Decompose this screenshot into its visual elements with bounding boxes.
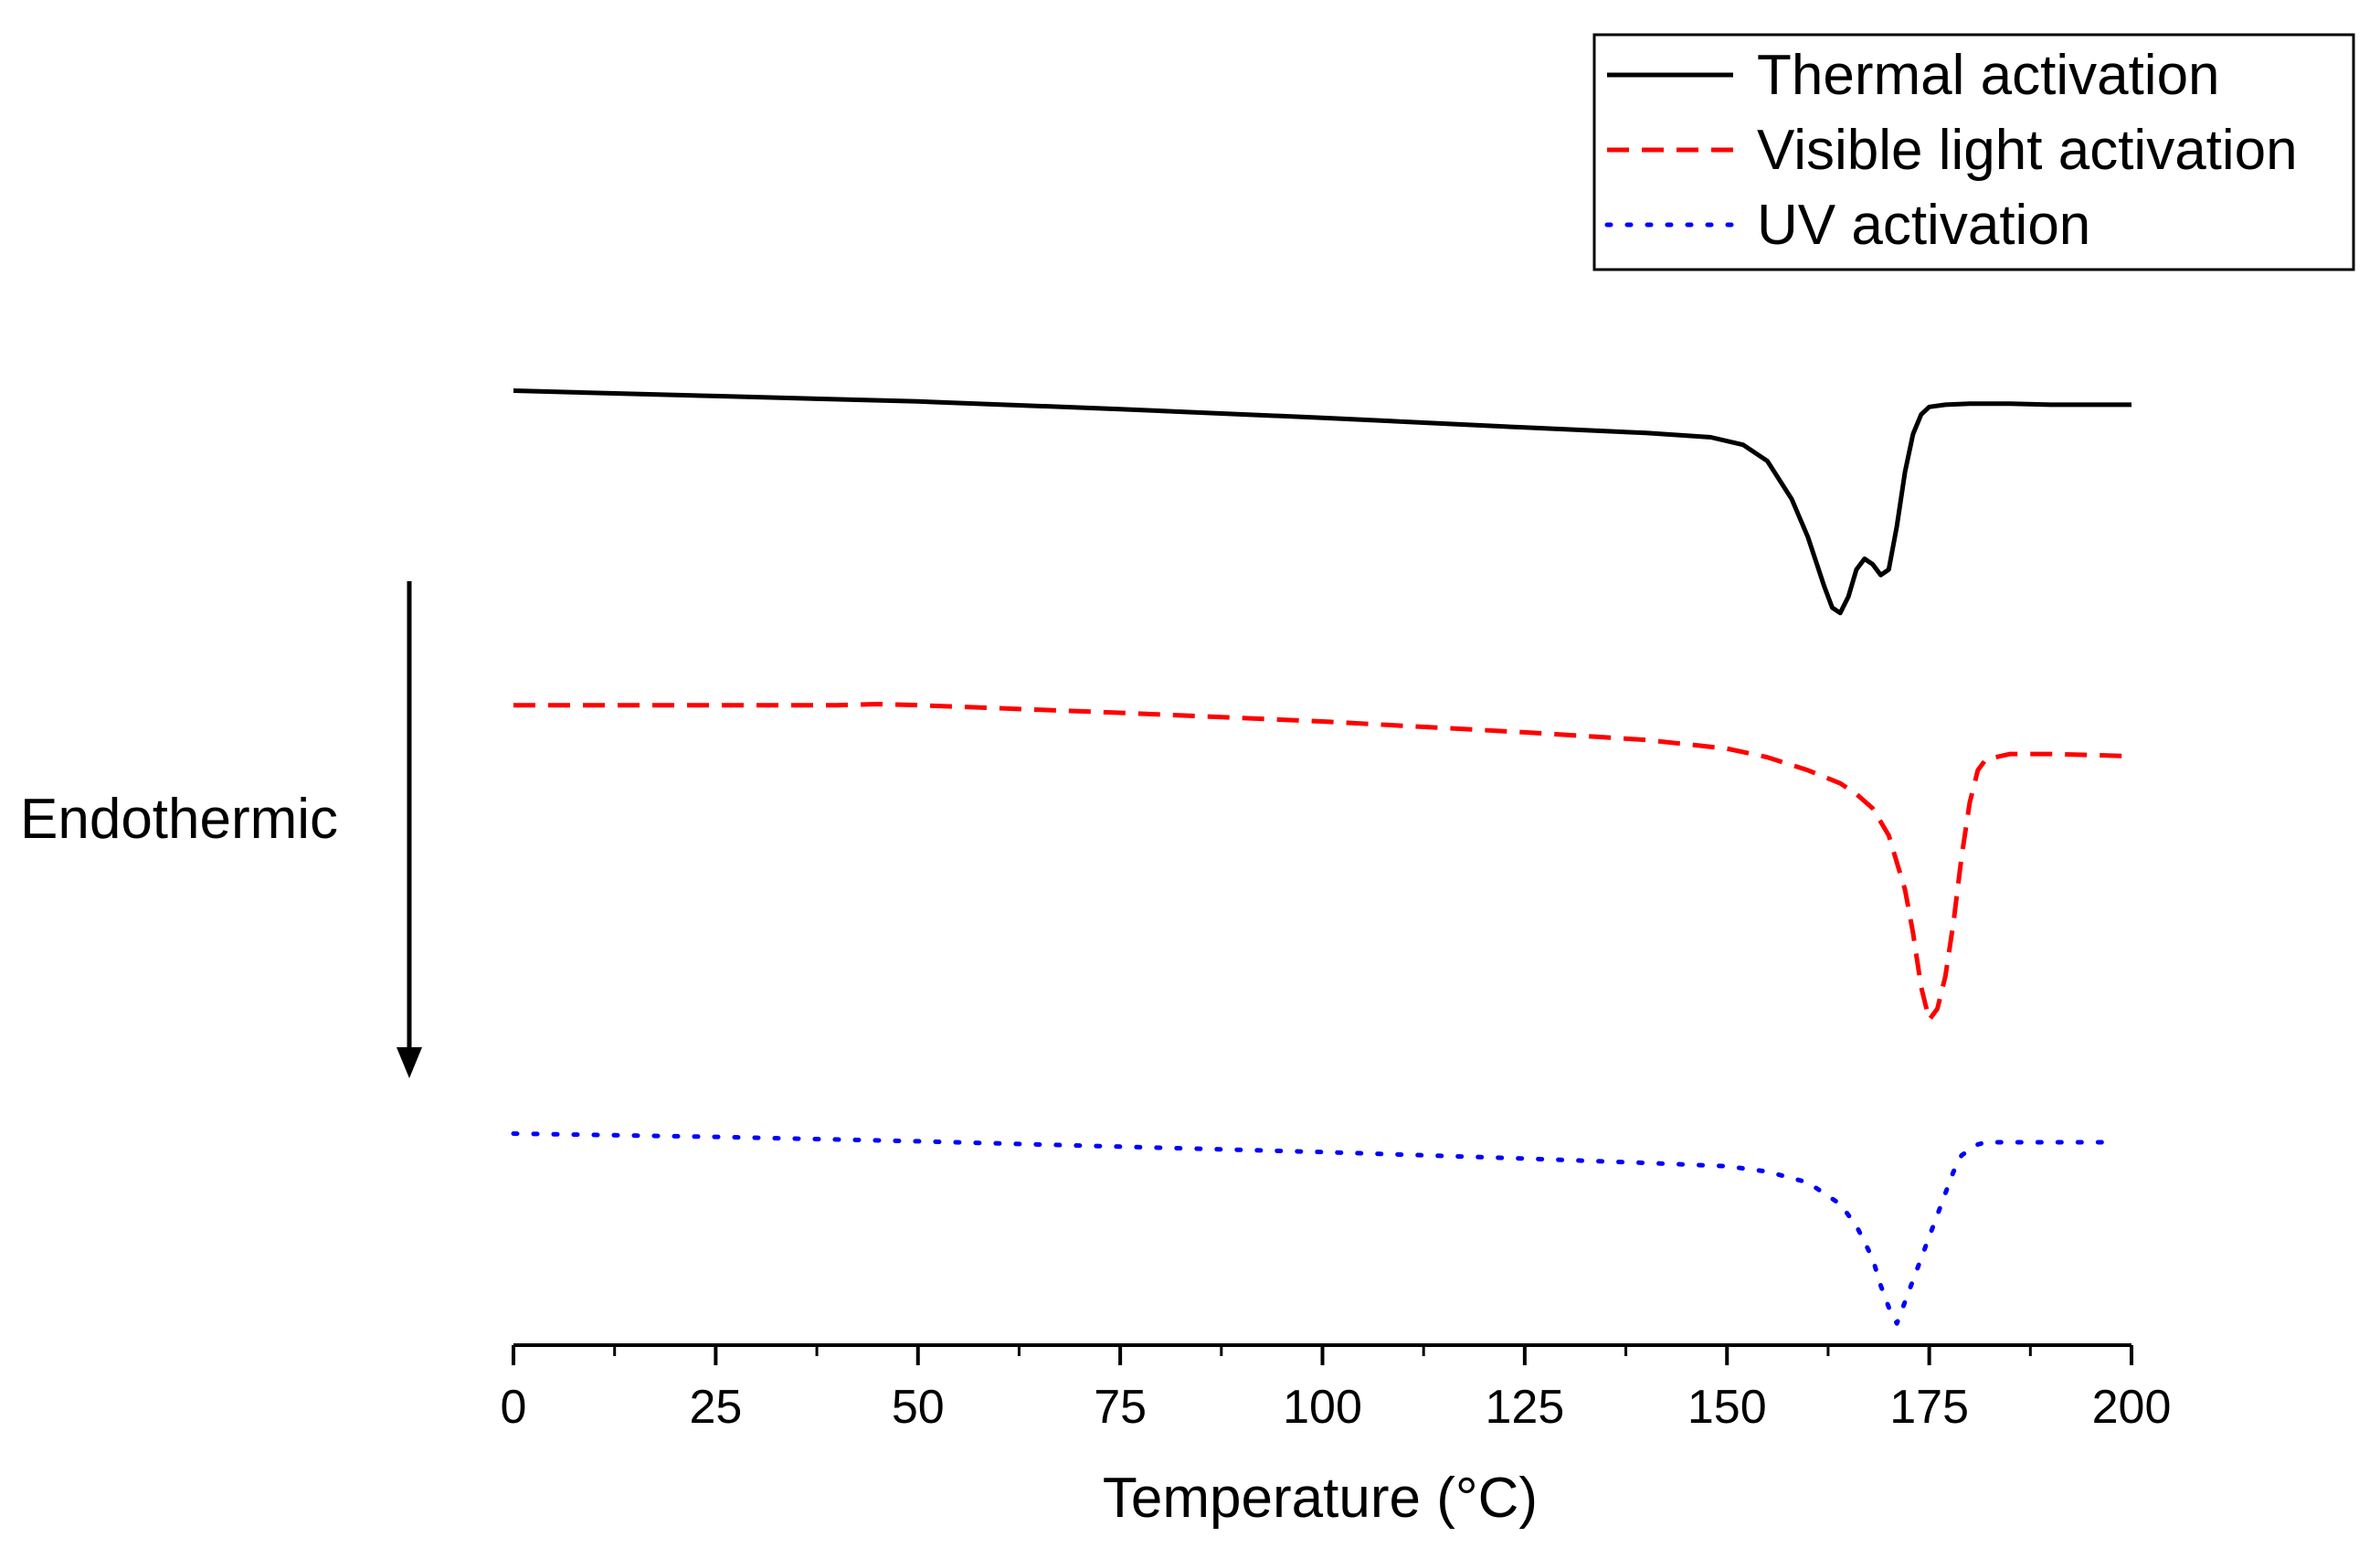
x-axis-title: Temperature (°C) bbox=[1103, 1467, 1538, 1530]
x-tick-label: 100 bbox=[1283, 1381, 1362, 1434]
x-tick-label: 25 bbox=[689, 1381, 742, 1434]
x-tick-label: 175 bbox=[1889, 1381, 1969, 1434]
endothermic-label: Endothermic bbox=[20, 788, 338, 851]
x-tick-label: 0 bbox=[501, 1381, 527, 1434]
x-tick-label: 200 bbox=[2092, 1381, 2172, 1434]
legend-label-3: UV activation bbox=[1757, 194, 2090, 257]
legend-label-2: Visible light activation bbox=[1757, 119, 2298, 182]
x-axis: 0 25 50 75 100 125 150 175 200 bbox=[501, 1343, 2172, 1434]
x-tick-label: 150 bbox=[1687, 1381, 1767, 1434]
x-tick-label: 75 bbox=[1094, 1381, 1147, 1434]
x-tick-label: 50 bbox=[892, 1381, 945, 1434]
endothermic-arrow-head bbox=[397, 1047, 422, 1078]
series-group bbox=[511, 388, 2132, 1326]
endothermic-annotation: Endothermic bbox=[20, 581, 422, 1078]
x-tick-label: 125 bbox=[1485, 1381, 1564, 1434]
series-line-2 bbox=[513, 702, 2132, 1023]
legend-label-1: Thermal activation bbox=[1757, 44, 2220, 107]
series-line-1 bbox=[513, 388, 2131, 616]
series-line-3 bbox=[511, 1131, 2118, 1326]
legend: Thermal activation Visible light activati… bbox=[1592, 33, 2355, 271]
